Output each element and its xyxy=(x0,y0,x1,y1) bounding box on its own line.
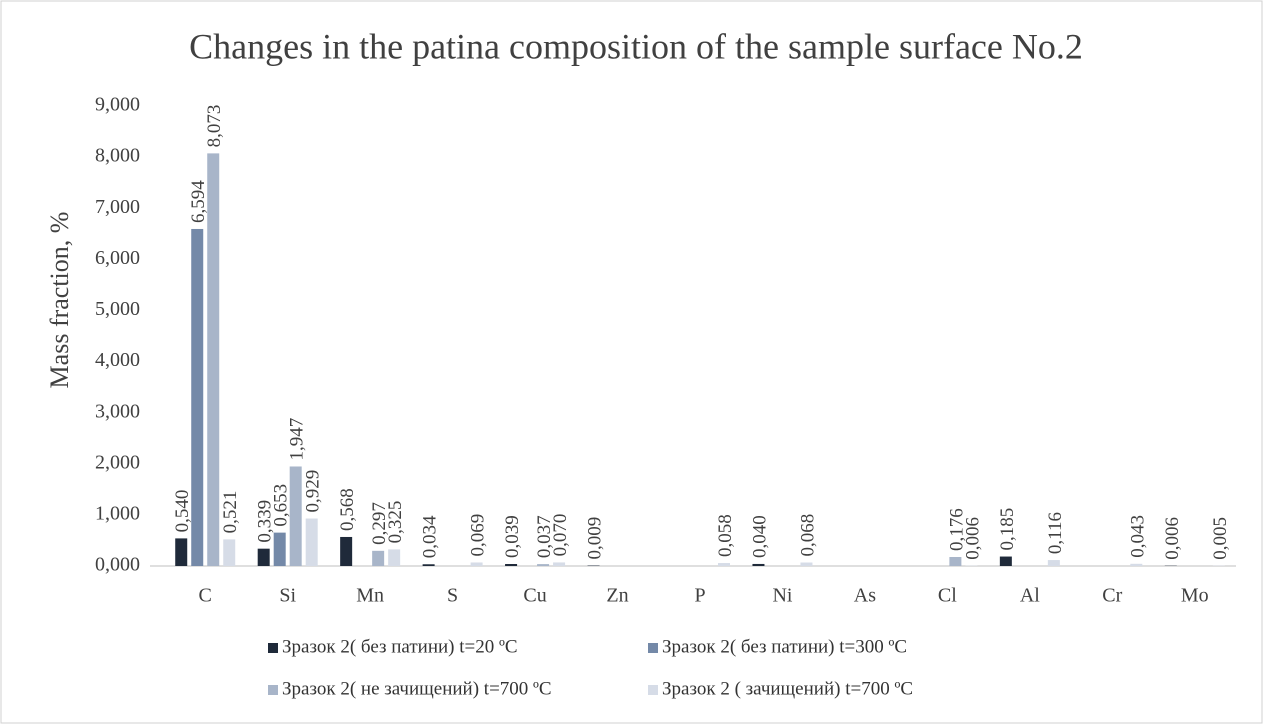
y-tick-label: 9,000 xyxy=(95,94,140,116)
x-tick-label: Mn xyxy=(356,585,384,607)
bar xyxy=(273,532,286,566)
legend-swatch xyxy=(268,685,278,695)
data-label: 0,040 xyxy=(749,515,770,558)
bar xyxy=(553,562,566,566)
legend-swatch xyxy=(648,643,658,653)
data-label: 0,006 xyxy=(1162,517,1183,560)
data-label: 0,339 xyxy=(255,500,276,543)
bar xyxy=(999,556,1012,566)
x-tick-label: Mo xyxy=(1181,585,1209,607)
bar xyxy=(191,228,204,566)
data-label: 0,568 xyxy=(337,488,358,531)
x-tick-label: S xyxy=(447,585,458,607)
data-label: 0,521 xyxy=(220,491,241,534)
data-label: 0,037 xyxy=(534,515,555,558)
data-label: 0,009 xyxy=(585,517,606,560)
x-tick-label: Si xyxy=(279,585,296,607)
bar xyxy=(257,548,270,566)
bar xyxy=(305,518,318,566)
bar xyxy=(505,564,518,566)
bar xyxy=(718,563,730,566)
data-label: 0,069 xyxy=(468,514,489,557)
legend-label: Зразок 2( без патини) t=300 ºС xyxy=(662,636,907,657)
chart-title: Changes in the patina composition of the… xyxy=(189,26,1083,66)
y-tick-label: 4,000 xyxy=(95,349,140,371)
data-label: 0,929 xyxy=(303,470,324,513)
bar xyxy=(175,538,188,566)
data-label: 0,043 xyxy=(1127,515,1148,558)
bar xyxy=(470,562,483,566)
legend-swatch xyxy=(268,643,278,653)
data-label: 0,070 xyxy=(550,514,571,557)
y-tick-label: 6,000 xyxy=(95,247,140,269)
y-tick-label: 0,000 xyxy=(95,554,140,576)
data-label: 0,297 xyxy=(369,502,390,545)
bar xyxy=(289,466,302,566)
x-tick-label: Cu xyxy=(523,585,546,607)
y-tick-label: 5,000 xyxy=(95,298,140,320)
legend-label: Зразок 2 ( зачищений) t=700 ºС xyxy=(662,678,913,699)
data-label: 6,594 xyxy=(188,180,209,223)
bar xyxy=(388,549,401,566)
y-tick-label: 2,000 xyxy=(95,451,140,473)
data-label: 0,039 xyxy=(502,515,523,558)
y-axis-label: Mass fraction, % xyxy=(45,212,74,389)
bar xyxy=(1047,560,1060,566)
data-label: 0,540 xyxy=(172,490,193,533)
data-label: 0,653 xyxy=(271,484,292,527)
data-label: 0,006 xyxy=(962,517,983,560)
data-label: 0,325 xyxy=(385,501,406,544)
x-tick-label: Cl xyxy=(938,585,957,607)
data-label: 0,176 xyxy=(946,508,967,551)
x-tick-label: Cr xyxy=(1102,585,1122,607)
y-tick-label: 8,000 xyxy=(95,145,140,167)
legend-label: Зразок 2( без патини) t=20 ºС xyxy=(282,636,518,657)
y-tick-label: 7,000 xyxy=(95,196,140,218)
bar xyxy=(422,564,435,566)
bar xyxy=(752,563,765,566)
bar xyxy=(372,550,385,566)
bar xyxy=(340,536,353,566)
x-tick-label: P xyxy=(694,585,705,607)
bar xyxy=(949,557,962,566)
data-label: 0,005 xyxy=(1210,517,1231,560)
x-tick-label: As xyxy=(854,585,876,607)
data-label: 8,073 xyxy=(204,105,225,148)
data-label: 0,068 xyxy=(797,514,818,557)
x-tick-label: Al xyxy=(1020,585,1040,607)
data-label: 0,185 xyxy=(997,508,1018,551)
y-tick-label: 1,000 xyxy=(95,502,140,524)
bar xyxy=(800,562,813,566)
x-tick-label: Ni xyxy=(772,585,792,607)
x-tick-label: C xyxy=(199,585,212,607)
bar xyxy=(207,153,220,566)
legend-swatch xyxy=(648,685,658,695)
bar xyxy=(537,564,550,566)
x-tick-label: Zn xyxy=(606,585,628,607)
data-label: 1,947 xyxy=(287,418,308,461)
data-label: 0,034 xyxy=(420,515,441,558)
data-label: 0,058 xyxy=(715,514,736,557)
data-label: 0,116 xyxy=(1045,512,1066,554)
bar xyxy=(1130,563,1143,566)
legend-label: Зразок 2( не зачищений) t=700 ºС xyxy=(282,678,552,699)
bar xyxy=(223,539,236,566)
y-tick-label: 3,000 xyxy=(95,400,140,422)
